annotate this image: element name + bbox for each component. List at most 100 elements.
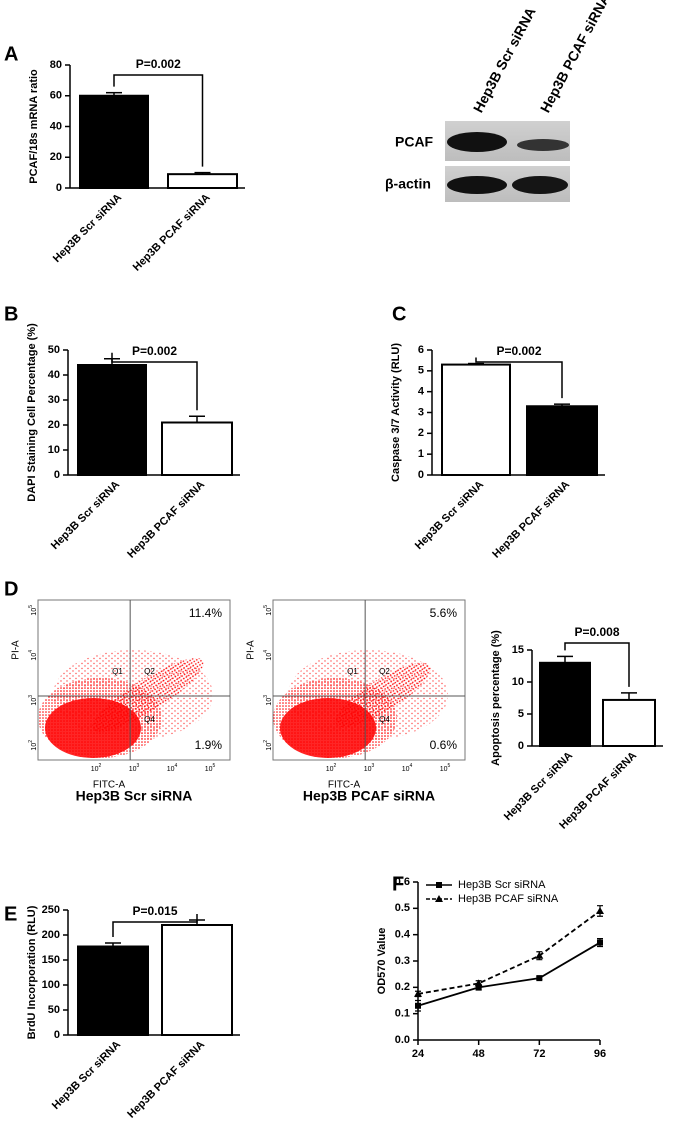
bar [77, 945, 149, 1036]
y-tick-label: 50 [48, 1004, 60, 1016]
y-tick-label: 10 [48, 444, 60, 456]
tick-exponent: 2 [263, 740, 269, 743]
x-tick-label: 105 [440, 763, 451, 773]
y-axis-label: OD570 Value [376, 928, 388, 995]
marker [475, 984, 482, 991]
quadrant-percent: 1.9% [195, 738, 223, 752]
y-tick-label: 250 [42, 904, 60, 916]
x-tick-label: Hep3B PCAF siRNA [125, 479, 207, 561]
y-tick-label: 0.3 [395, 955, 410, 967]
panel-letter: C [392, 303, 406, 325]
y-tick-label: 0.6 [395, 876, 410, 888]
marker [415, 1002, 421, 1009]
tick-base: 10 [266, 653, 273, 661]
marker [596, 906, 604, 914]
y-tick-label: 103 [28, 695, 38, 706]
tick-base: 10 [440, 766, 448, 773]
quadrant-percent: 5.6% [430, 606, 458, 620]
tick-base: 10 [326, 766, 334, 773]
y-tick-label: 50 [48, 344, 60, 356]
x-tick-label: 103 [129, 763, 140, 773]
bar [602, 698, 656, 747]
y-tick-label: 6 [418, 344, 424, 356]
x-tick-label: 105 [205, 763, 216, 773]
tick-exponent: 3 [137, 763, 140, 769]
y-tick-label: 60 [50, 90, 62, 102]
y-tick-label: 104 [28, 650, 38, 661]
plot-title: Hep3B Scr siRNA [76, 788, 193, 804]
significance-label: P=0.002 [132, 344, 177, 358]
y-tick-label: 2 [418, 427, 424, 439]
significance-label: P=0.002 [496, 344, 541, 358]
y-axis-label: PI-A [11, 640, 22, 660]
y-tick-label: 102 [28, 740, 38, 751]
y-tick-label: 3 [418, 406, 424, 418]
tick-base: 10 [129, 766, 137, 773]
x-tick-label: Hep3B Scr siRNA [50, 1039, 123, 1112]
y-tick-label: 0.0 [395, 1034, 410, 1046]
x-axis-label: FITC-A [93, 780, 126, 791]
y-tick-label: 102 [263, 740, 273, 751]
marker [535, 951, 544, 959]
bar [539, 661, 591, 747]
marker [536, 975, 543, 982]
tick-exponent: 4 [263, 650, 269, 653]
x-tick-label: Hep3B Scr siRNA [51, 192, 124, 265]
y-tick-label: 40 [48, 369, 60, 381]
tick-exponent: 3 [28, 695, 34, 698]
y-tick-label: 5 [518, 708, 524, 720]
significance-label: P=0.008 [574, 625, 619, 639]
tick-base: 10 [266, 608, 273, 616]
y-tick-label: 105 [263, 605, 273, 616]
tick-exponent: 5 [28, 605, 34, 608]
bar [161, 421, 233, 476]
bar [526, 405, 598, 476]
tick-base: 10 [31, 653, 38, 661]
quadrant-label: Q1 [347, 667, 358, 676]
blot-band [512, 176, 568, 194]
tick-exponent: 3 [372, 763, 375, 769]
tick-exponent: 5 [448, 763, 451, 769]
significance-bracket [112, 914, 198, 937]
y-tick-label: 20 [50, 151, 62, 163]
marker [435, 895, 443, 902]
marker [474, 979, 483, 987]
legend-label: Hep3B Scr siRNA [458, 879, 546, 891]
x-tick-label: 104 [167, 763, 178, 773]
quadrant-percent: 0.6% [430, 738, 458, 752]
y-tick-label: 10 [512, 676, 524, 688]
significance-bracket [111, 352, 198, 411]
quadrant-label: Q2 [379, 667, 390, 676]
panel-letter: D [4, 578, 18, 600]
tick-exponent: 2 [28, 740, 34, 743]
tick-base: 10 [31, 743, 38, 751]
blot-band [517, 139, 569, 151]
y-tick-label: 0.1 [395, 1008, 410, 1020]
bar [441, 363, 511, 477]
panel-letter: F [392, 873, 404, 895]
blot-row-label: PCAF [395, 134, 434, 150]
bar [77, 364, 147, 476]
y-tick-label: 0.2 [395, 981, 410, 993]
y-tick-label: 105 [28, 605, 38, 616]
tick-exponent: 4 [175, 763, 178, 769]
x-tick-label: Hep3B PCAF siRNA [125, 1039, 207, 1121]
tick-base: 10 [205, 766, 213, 773]
y-tick-label: 200 [42, 929, 60, 941]
x-tick-label: Hep3B Scr siRNA [502, 750, 575, 823]
blot-band [447, 132, 507, 152]
y-tick-label: 0 [56, 182, 62, 194]
tick-base: 10 [266, 743, 273, 751]
y-axis-label: BrdU Incorporation (RLU) [26, 905, 38, 1039]
y-axis-label: Caspase 3/7 Activity (RLU) [390, 343, 402, 482]
significance-bracket [113, 74, 204, 167]
tick-exponent: 5 [213, 763, 216, 769]
blot-band [447, 176, 507, 194]
quadrant-label: Q2 [144, 667, 155, 676]
tick-base: 10 [266, 698, 273, 706]
y-tick-label: 150 [42, 954, 60, 966]
y-tick-label: 0 [54, 1029, 60, 1041]
tick-exponent: 3 [263, 695, 269, 698]
x-tick-label: Hep3B PCAF siRNA [490, 479, 572, 561]
x-axis-label: FITC-A [328, 780, 361, 791]
